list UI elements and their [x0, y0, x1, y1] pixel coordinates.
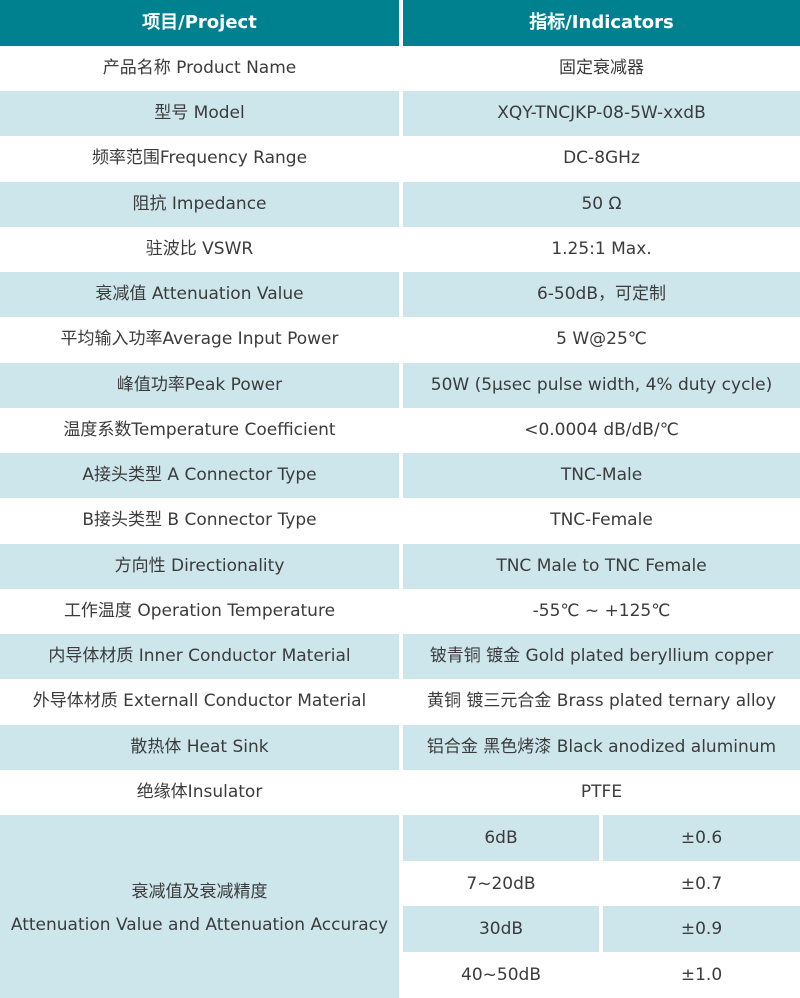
table-row: 阻抗 Impedance 50 Ω	[0, 181, 800, 227]
header-indicators-cell: 指标/Indicators	[403, 0, 800, 46]
attenuation-value: 6dB	[403, 814, 599, 861]
table-row: 绝缘体Insulator PTFE	[0, 769, 800, 815]
table-row: 型号 Model XQY-TNCJKP-08-5W-xxdB	[0, 91, 800, 137]
attenuation-accuracy-subrows: 6dB ±0.6 7~20dB ±0.7 30dB ±0.9 40~50dB ±…	[403, 814, 800, 998]
attenuation-accuracy-row: 衰减值及衰减精度 Attenuation Value and Attenuati…	[0, 814, 800, 998]
spec-label: 温度系数Temperature Coefficient	[0, 407, 399, 454]
table-row: 温度系数Temperature Coefficient <0.0004 dB/d…	[0, 407, 800, 454]
spec-value: 50 Ω	[403, 181, 800, 227]
spec-value: -55℃ ~ +125℃	[403, 588, 800, 635]
spec-label: 外导体材质 Externall Conductor Material	[0, 679, 399, 725]
attenuation-value: 30dB	[403, 906, 599, 953]
table-row: 频率范围Frequency Range DC-8GHz	[0, 136, 800, 182]
table-row: 工作温度 Operation Temperature -55℃ ~ +125℃	[0, 588, 800, 635]
table-header-row: 项目/Project 指标/Indicators	[0, 0, 800, 46]
spec-value: XQY-TNCJKP-08-5W-xxdB	[403, 91, 800, 137]
table-row: B接头类型 B Connector Type TNC-Female	[0, 498, 800, 544]
attenuation-accuracy-label-en: Attenuation Value and Attenuation Accura…	[10, 915, 389, 936]
spec-value: TNC-Female	[403, 498, 800, 544]
spec-label: 型号 Model	[0, 91, 399, 137]
table-row: 驻波比 VSWR 1.25:1 Max.	[0, 226, 800, 273]
spec-label: 峰值功率Peak Power	[0, 362, 399, 408]
spec-label: 产品名称 Product Name	[0, 46, 399, 92]
table-row: 平均输入功率Average Input Power 5 W@25℃	[0, 317, 800, 363]
table-row: 外导体材质 Externall Conductor Material 黄铜 镀三…	[0, 679, 800, 725]
spec-value: <0.0004 dB/dB/℃	[403, 407, 800, 454]
spec-value: 1.25:1 Max.	[403, 226, 800, 273]
spec-value: 5 W@25℃	[403, 317, 800, 363]
spec-value: 6-50dB，可定制	[403, 272, 800, 318]
accuracy-subrow: 40~50dB ±1.0	[403, 952, 800, 998]
spec-label: A接头类型 A Connector Type	[0, 453, 399, 499]
spec-label: B接头类型 B Connector Type	[0, 498, 399, 544]
attenuation-tolerance: ±1.0	[603, 952, 800, 998]
spec-label: 驻波比 VSWR	[0, 226, 399, 273]
spec-value: 黄铜 镀三元合金 Brass plated ternary alloy	[403, 679, 800, 725]
attenuation-accuracy-label: 衰减值及衰减精度 Attenuation Value and Attenuati…	[0, 814, 399, 998]
spec-value: PTFE	[403, 769, 800, 815]
attenuation-accuracy-label-cn: 衰减值及衰减精度	[131, 882, 268, 903]
attenuation-tolerance: ±0.7	[603, 860, 800, 907]
spec-label: 频率范围Frequency Range	[0, 136, 399, 182]
attenuation-value: 7~20dB	[403, 860, 599, 907]
spec-value: TNC Male to TNC Female	[403, 543, 800, 589]
attenuation-value: 40~50dB	[403, 952, 599, 998]
spec-label: 衰减值 Attenuation Value	[0, 272, 399, 318]
attenuation-tolerance: ±0.6	[603, 814, 800, 861]
table-row: 散热体 Heat Sink 铝合金 黑色烤漆 Black anodized al…	[0, 724, 800, 770]
table-row: A接头类型 A Connector Type TNC-Male	[0, 453, 800, 499]
spec-label: 绝缘体Insulator	[0, 769, 399, 815]
table-row: 内导体材质 Inner Conductor Material 铍青铜 镀金 Go…	[0, 634, 800, 680]
spec-value: DC-8GHz	[403, 136, 800, 182]
table-row: 产品名称 Product Name 固定衰减器	[0, 46, 800, 92]
spec-label: 散热体 Heat Sink	[0, 724, 399, 770]
attenuation-tolerance: ±0.9	[603, 906, 800, 953]
spec-value: TNC-Male	[403, 453, 800, 499]
accuracy-subrow: 7~20dB ±0.7	[403, 860, 800, 907]
table-row: 峰值功率Peak Power 50W (5μsec pulse width, 4…	[0, 362, 800, 408]
accuracy-subrow: 6dB ±0.6	[403, 814, 800, 861]
accuracy-subrow: 30dB ±0.9	[403, 906, 800, 953]
spec-label: 方向性 Directionality	[0, 543, 399, 589]
spec-value: 固定衰减器	[403, 46, 800, 92]
spec-label: 平均输入功率Average Input Power	[0, 317, 399, 363]
spec-label: 工作温度 Operation Temperature	[0, 588, 399, 635]
spec-value: 铍青铜 镀金 Gold plated beryllium copper	[403, 634, 800, 680]
spec-label: 内导体材质 Inner Conductor Material	[0, 634, 399, 680]
spec-value: 铝合金 黑色烤漆 Black anodized aluminum	[403, 724, 800, 770]
header-project-cell: 项目/Project	[0, 0, 399, 46]
spec-label: 阻抗 Impedance	[0, 181, 399, 227]
table-row: 衰减值 Attenuation Value 6-50dB，可定制	[0, 272, 800, 318]
spec-value: 50W (5μsec pulse width, 4% duty cycle)	[403, 362, 800, 408]
table-row: 方向性 Directionality TNC Male to TNC Femal…	[0, 543, 800, 589]
